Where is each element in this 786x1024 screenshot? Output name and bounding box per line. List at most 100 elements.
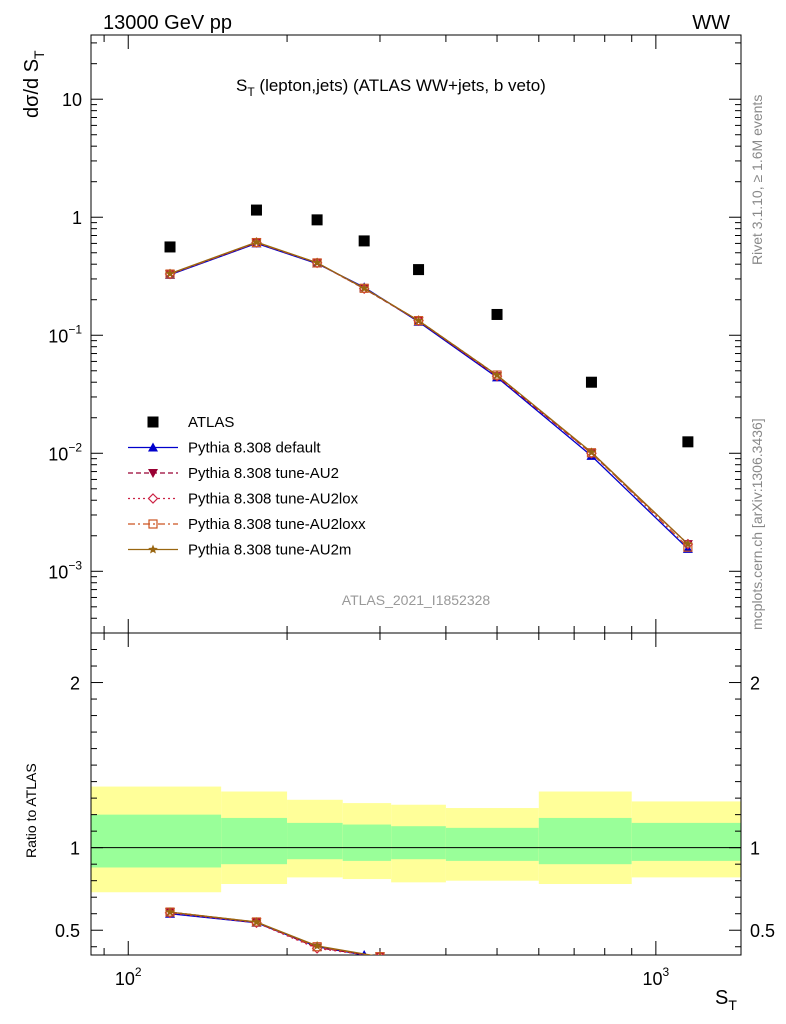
legend-marker-au2lox <box>147 493 159 504</box>
legend-marker-atlas <box>147 416 159 428</box>
y-tick-label-base: 10 <box>48 326 68 346</box>
ratio-axis-label: Ratio to ATLAS <box>23 763 39 858</box>
legend-label-au2loxx: Pythia 8.308 tune-AU2loxx <box>188 516 366 533</box>
inner-band-bin <box>342 824 392 861</box>
main-series <box>164 204 694 553</box>
data-point-au2m <box>683 539 693 549</box>
legend-label-au2: Pythia 8.308 tune-AU2 <box>188 465 339 482</box>
data-point-atlas <box>358 235 370 247</box>
plot-title-main: S <box>236 76 247 95</box>
ratio-y-tick-label-right: 2 <box>750 674 760 694</box>
x-tick-label-exp: 2 <box>135 965 142 979</box>
legend-label-default: Pythia 8.308 default <box>188 440 321 457</box>
data-point-au2m <box>492 370 502 380</box>
inner-band-bin <box>631 822 741 861</box>
ratio-y-tick-label: 2 <box>70 674 80 694</box>
ratio-y-tick-label-right: 1 <box>750 839 760 859</box>
data-point-atlas <box>491 308 503 320</box>
ratio-point-au2m <box>312 940 322 950</box>
x-tick-label-base: 10 <box>642 969 662 989</box>
inner-band-bin <box>391 826 446 860</box>
y-axis-label-sub: T <box>31 50 47 59</box>
data-point-atlas <box>413 264 425 276</box>
inner-band-bin <box>287 822 343 860</box>
uncertainty-bands <box>91 786 741 893</box>
series-au2m <box>165 237 693 549</box>
x-axis-label-main: S <box>715 987 728 1009</box>
data-point-au2m <box>359 283 369 293</box>
series-atlas <box>164 204 694 448</box>
y-tick-label: 10 <box>62 90 82 110</box>
ratio-point-au2m <box>251 917 262 926</box>
data-point-atlas <box>585 376 597 388</box>
x-axis-label-sub: T <box>728 997 737 1013</box>
legend-marker-au2loxx <box>148 519 158 529</box>
y-tick-label: 10−1 <box>48 322 82 346</box>
data-point-au2m <box>165 268 175 278</box>
y-tick-label: 10−2 <box>48 440 82 464</box>
inner-band-bin <box>538 817 632 865</box>
y-tick-label-exp: −2 <box>68 440 82 454</box>
legend-item-au2: Pythia 8.308 tune-AU2 <box>128 465 339 482</box>
legend-marker-au2m <box>148 544 158 554</box>
ratio-point-au2m <box>376 951 383 955</box>
inner-band-bin <box>221 817 288 865</box>
y-tick-label-exp: −3 <box>68 558 82 572</box>
inner-band-bin <box>91 814 222 868</box>
ratio-y-tick-label: 0.5 <box>55 921 80 941</box>
ratio-y-tick-label-right: 0.5 <box>750 921 775 941</box>
x-tick-label: 103 <box>642 965 669 989</box>
inner-band-bin <box>445 827 539 861</box>
data-point-atlas <box>682 436 694 448</box>
y-tick-label: 1 <box>72 208 82 228</box>
x-tick-label-exp: 3 <box>663 965 670 979</box>
legend-item-default: Pythia 8.308 default <box>128 440 321 457</box>
ratio-line-au2m <box>169 911 374 955</box>
data-point-atlas <box>164 241 176 253</box>
analysis-watermark: ATLAS_2021_I1852328 <box>342 592 491 608</box>
header-process-label: WW <box>692 12 730 34</box>
main-panel: ST (lepton,jets) (ATLAS WW+jets, b veto)… <box>21 34 742 634</box>
plot-title-rest: (lepton,jets) (ATLAS WW+jets, b veto) <box>255 76 546 95</box>
header-energy-label: 13000 GeV pp <box>103 12 232 34</box>
y-tick-label-base: 1 <box>72 208 82 228</box>
data-point-au2m <box>312 257 322 267</box>
plot-title-sub: T <box>247 85 255 99</box>
plot-title: ST (lepton,jets) (ATLAS WW+jets, b veto) <box>236 76 546 99</box>
legend-item-atlas: ATLAS <box>147 414 234 431</box>
data-point-au2m <box>251 237 262 247</box>
data-point-atlas <box>311 214 323 226</box>
y-tick-label-exp: −1 <box>68 322 82 336</box>
y-axis-label-main: dσ/d S <box>21 59 43 118</box>
y-tick-label-base: 10 <box>48 444 68 464</box>
legend-label-au2m: Pythia 8.308 tune-AU2m <box>188 542 351 559</box>
mcplots-note: mcplots.cern.ch [arXiv:1306.3436] <box>749 418 765 630</box>
ratio-line-au2loxx <box>169 911 374 955</box>
legend-label-au2lox: Pythia 8.308 tune-AU2lox <box>188 491 359 508</box>
y-axis-label: dσ/d ST <box>21 50 47 118</box>
rivet-version-note: Rivet 3.1.10, ≥ 1.6M events <box>749 95 765 265</box>
data-point-au2m <box>586 447 597 457</box>
y-tick-label-base: 10 <box>48 562 68 582</box>
y-tick-label-base: 10 <box>62 90 82 110</box>
legend-label-atlas: ATLAS <box>188 414 234 431</box>
data-point-au2m <box>413 315 424 325</box>
series-line-au2m <box>169 241 689 545</box>
ratio-series <box>164 907 385 955</box>
ratio-panel-frame <box>90 632 742 956</box>
legend-item-au2lox: Pythia 8.308 tune-AU2lox <box>128 491 359 508</box>
ratio-series-au2m <box>165 907 383 955</box>
y-tick-label: 10−3 <box>48 558 82 582</box>
legend-item-au2m: Pythia 8.308 tune-AU2m <box>128 542 351 559</box>
data-point-atlas <box>250 204 262 216</box>
x-axis-label: ST <box>715 987 737 1013</box>
ratio-point-au2m <box>165 907 175 917</box>
legend-item-au2loxx: Pythia 8.308 tune-AU2loxx <box>128 516 366 533</box>
ratio-y-tick-label: 1 <box>70 839 80 859</box>
x-tick-label: 102 <box>115 965 142 989</box>
x-tick-label-base: 10 <box>115 969 135 989</box>
